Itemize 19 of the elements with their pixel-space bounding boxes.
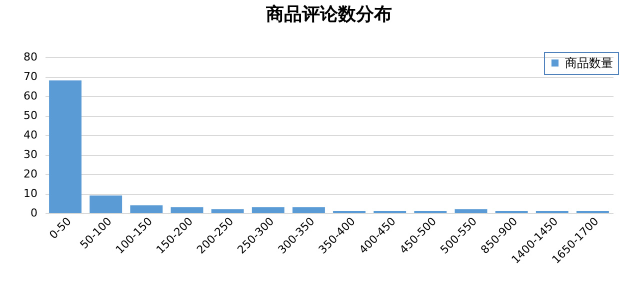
y-tick-label: 10: [24, 187, 38, 200]
bar: [49, 80, 82, 213]
bar: [211, 209, 244, 213]
bar: [292, 207, 325, 213]
bar: [90, 195, 122, 213]
bar: [170, 207, 204, 213]
y-tick-label: 0: [30, 206, 38, 220]
legend-label: 商品数量: [565, 56, 613, 70]
y-tick-label: 20: [24, 168, 38, 180]
y-tick-label: 50: [24, 109, 38, 122]
chart-title: 商品评论数分布: [265, 4, 392, 25]
y-tick-label: 70: [24, 70, 38, 83]
bar: [252, 207, 284, 213]
y-tick-label: 30: [24, 148, 38, 161]
y-tick-label: 60: [24, 90, 38, 102]
y-tick-label: 80: [24, 50, 38, 64]
y-tick-label: 40: [24, 128, 38, 142]
bar: [130, 205, 163, 213]
bar: [454, 209, 488, 213]
